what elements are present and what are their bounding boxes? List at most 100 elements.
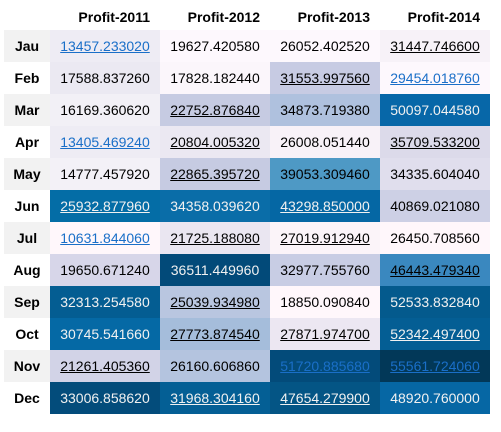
row-label: May <box>4 158 50 190</box>
table-row: Apr 13405.469240 20804.005320 26008.051440 3… <box>4 126 490 158</box>
table-cell: 17588.837260 <box>50 62 160 94</box>
row-label: Oct <box>4 318 50 350</box>
cell-value: 20804.005320 <box>170 134 260 150</box>
table-cell: 25932.877960 <box>50 190 160 222</box>
cell-value: 21261.405360 <box>60 358 150 374</box>
table-cell[interactable]: 13405.469240 <box>50 126 160 158</box>
cell-value: 22865.395720 <box>170 166 260 182</box>
table-cell: 36511.449960 <box>160 254 270 286</box>
table-row: Mar 16169.360620 22752.876840 34873.719380 5… <box>4 94 490 126</box>
table-cell: 20804.005320 <box>160 126 270 158</box>
table-row: Jul 10631.844060 21725.188080 27019.912940 2… <box>4 222 490 254</box>
cell-link[interactable]: 51720.885680 <box>280 358 370 374</box>
cell-value: 25932.877960 <box>60 198 150 214</box>
table-row: Sep 32313.254580 25039.934980 18850.090840 5… <box>4 286 490 318</box>
table-cell[interactable]: 10631.844060 <box>50 222 160 254</box>
row-label: Jun <box>4 190 50 222</box>
row-label: Jau <box>4 30 50 62</box>
table-row: Dec 33006.858620 31968.304160 47654.279900 4… <box>4 382 490 414</box>
cell-value: 40869.021080 <box>390 198 480 214</box>
table-cell: 27871.974700 <box>270 318 380 350</box>
cell-value: 14777.457920 <box>60 166 150 182</box>
row-label: Feb <box>4 62 50 94</box>
column-header: Profit-2013 <box>297 9 370 25</box>
header-row: Profit-2011 Profit-2012 Profit-2013 Prof… <box>4 4 490 30</box>
table-cell: 21261.405360 <box>50 350 160 382</box>
cell-value: 17588.837260 <box>60 70 150 86</box>
row-label: Sep <box>4 286 50 318</box>
table-cell: 31968.304160 <box>160 382 270 414</box>
table-row: Jun 25932.877960 34358.039620 43298.850000 4… <box>4 190 490 222</box>
table-cell: 31553.997560 <box>270 62 380 94</box>
cell-value: 21725.188080 <box>170 230 260 246</box>
row-label: Nov <box>4 350 50 382</box>
cell-value: 31968.304160 <box>170 390 260 406</box>
table-cell: 43298.850000 <box>270 190 380 222</box>
table-row: May 14777.457920 22865.395720 39053.309460 3… <box>4 158 490 190</box>
table-cell: 22752.876840 <box>160 94 270 126</box>
cell-value: 34873.719380 <box>280 102 370 118</box>
table-cell: 50097.044580 <box>380 94 490 126</box>
cell-value: 19627.420580 <box>170 38 260 54</box>
table-cell: 52533.832840 <box>380 286 490 318</box>
column-header: Profit-2012 <box>187 9 260 25</box>
corner-cell <box>4 4 50 30</box>
cell-value: 50097.044580 <box>390 102 480 118</box>
profit-table: Profit-2011 Profit-2012 Profit-2013 Prof… <box>4 4 490 414</box>
cell-value: 36511.449960 <box>170 262 260 278</box>
column-header: Profit-2011 <box>78 9 150 25</box>
table-cell: 19627.420580 <box>160 30 270 62</box>
table-cell: 33006.858620 <box>50 382 160 414</box>
table-cell: 39053.309460 <box>270 158 380 190</box>
cell-value: 27871.974700 <box>280 326 370 342</box>
table-cell[interactable]: 29454.018760 <box>380 62 490 94</box>
table-cell: 26052.402520 <box>270 30 380 62</box>
row-label: Aug <box>4 254 50 286</box>
table-cell: 34873.719380 <box>270 94 380 126</box>
table-cell: 16169.360620 <box>50 94 160 126</box>
table-cell: 21725.188080 <box>160 222 270 254</box>
table-cell: 34358.039620 <box>160 190 270 222</box>
cell-value: 26052.402520 <box>280 38 370 54</box>
table-cell: 17828.182440 <box>160 62 270 94</box>
table-cell: 27773.874540 <box>160 318 270 350</box>
cell-value: 26450.708560 <box>390 230 480 246</box>
cell-value: 27019.912940 <box>280 230 370 246</box>
cell-link[interactable]: 10631.844060 <box>60 230 150 246</box>
table-cell: 27019.912940 <box>270 222 380 254</box>
cell-value: 19650.671240 <box>60 262 150 278</box>
cell-link[interactable]: 55561.724060 <box>390 358 480 374</box>
cell-value: 27773.874540 <box>170 326 260 342</box>
table-cell: 30745.541660 <box>50 318 160 350</box>
cell-value: 34358.039620 <box>170 198 260 214</box>
table-cell: 35709.533200 <box>380 126 490 158</box>
table-row: Nov 21261.405360 26160.606860 51720.885680 5… <box>4 350 490 382</box>
cell-link[interactable]: 13457.233020 <box>60 38 150 54</box>
cell-value: 17828.182440 <box>170 70 260 86</box>
cell-value: 26160.606860 <box>170 358 260 374</box>
table-cell: 22865.395720 <box>160 158 270 190</box>
table-cell[interactable]: 51720.885680 <box>270 350 380 382</box>
table-cell: 32313.254580 <box>50 286 160 318</box>
cell-link[interactable]: 29454.018760 <box>390 70 480 86</box>
table-cell[interactable]: 13457.233020 <box>50 30 160 62</box>
table-cell: 48920.760000 <box>380 382 490 414</box>
table-cell: 18850.090840 <box>270 286 380 318</box>
cell-value: 31553.997560 <box>280 70 370 86</box>
cell-value: 33006.858620 <box>60 390 150 406</box>
cell-value: 39053.309460 <box>280 166 370 182</box>
cell-value: 34335.604040 <box>390 166 480 182</box>
table-cell: 19650.671240 <box>50 254 160 286</box>
table-cell: 26008.051440 <box>270 126 380 158</box>
cell-value: 32977.755760 <box>280 262 370 278</box>
cell-value: 47654.279900 <box>280 390 370 406</box>
row-label: Jul <box>4 222 50 254</box>
cell-value: 48920.760000 <box>390 390 480 406</box>
table-cell[interactable]: 55561.724060 <box>380 350 490 382</box>
cell-value: 35709.533200 <box>390 134 480 150</box>
cell-value: 22752.876840 <box>170 102 260 118</box>
cell-link[interactable]: 13405.469240 <box>60 134 150 150</box>
cell-value: 52533.832840 <box>390 294 480 310</box>
table-cell: 25039.934980 <box>160 286 270 318</box>
table-row: Feb 17588.837260 17828.182440 31553.997560 2… <box>4 62 490 94</box>
